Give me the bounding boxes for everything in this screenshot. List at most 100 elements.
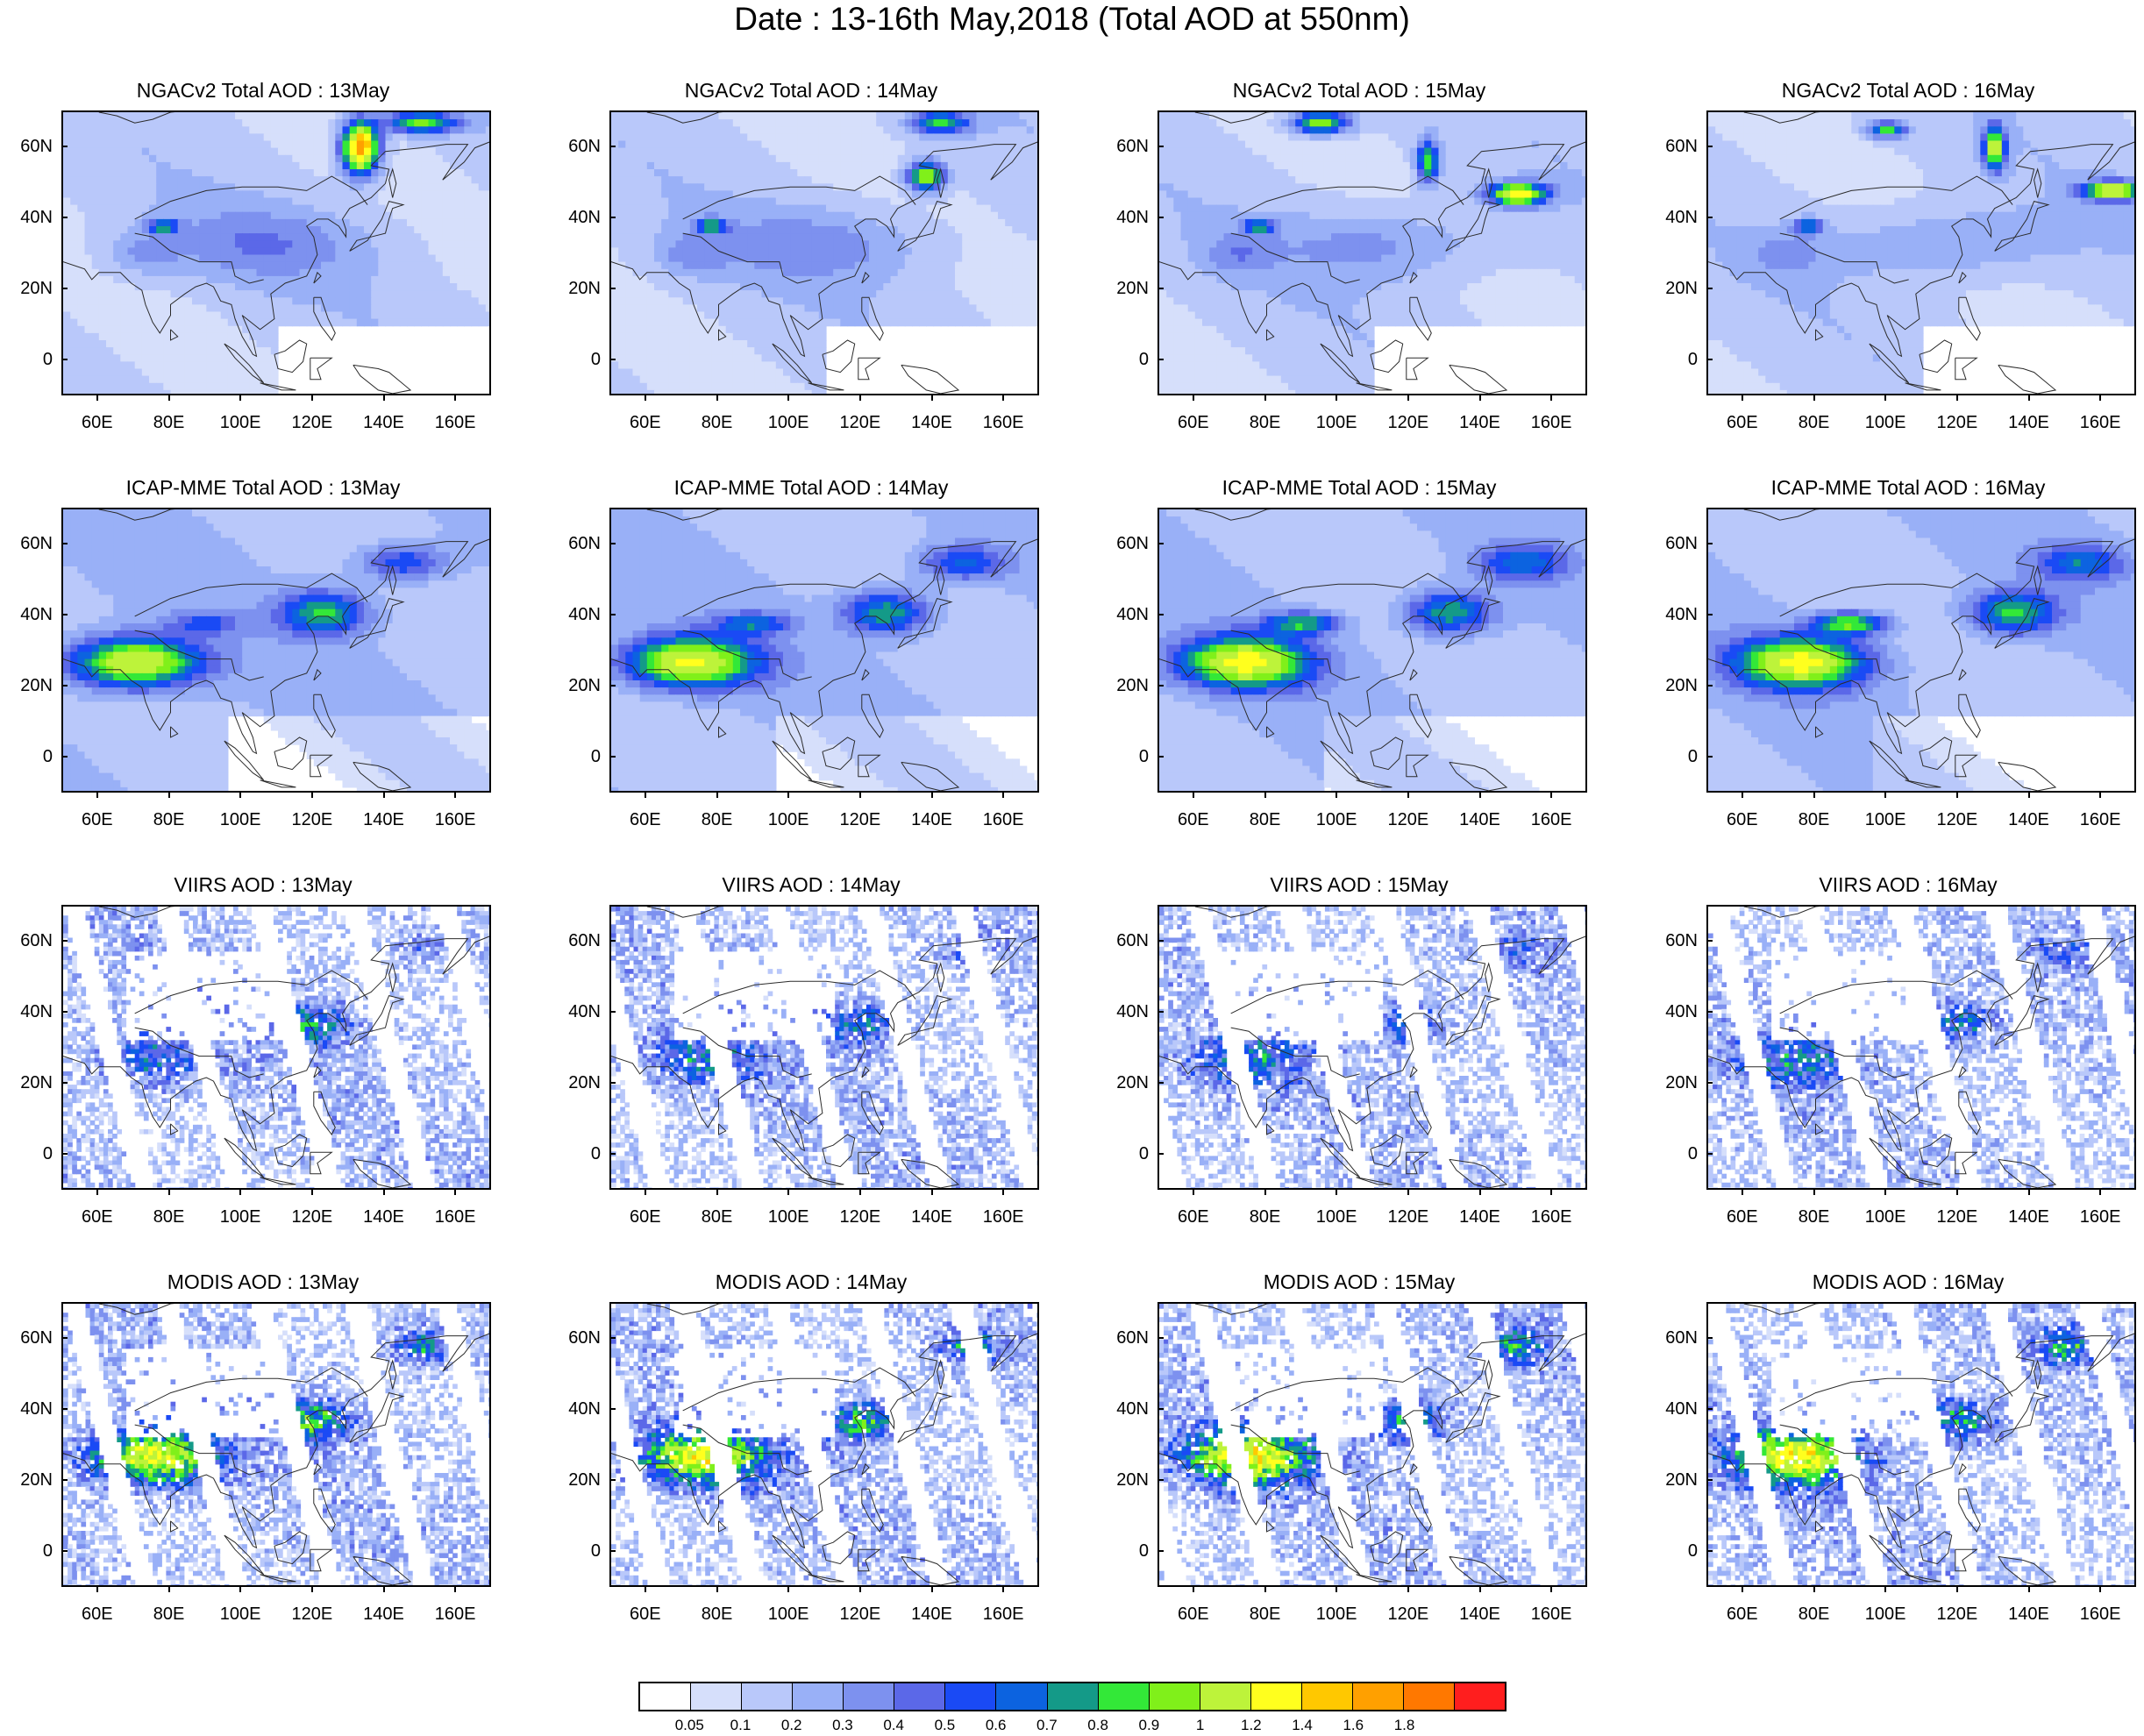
aod-cell xyxy=(407,140,415,149)
aod-cell xyxy=(1524,140,1533,149)
aod-cell xyxy=(407,226,415,234)
aod-cell xyxy=(754,361,763,370)
aod-cell xyxy=(163,218,172,227)
aod-cell xyxy=(711,332,720,341)
aod-cell xyxy=(63,283,71,291)
aod-cell xyxy=(1295,140,1303,149)
aod-cell xyxy=(919,275,927,284)
aod-cell xyxy=(1026,176,1035,184)
aod-cell xyxy=(270,375,279,384)
aod-cell xyxy=(1438,133,1447,142)
aod-cell xyxy=(732,247,741,256)
aod-cell xyxy=(113,354,121,362)
aod-cell xyxy=(256,133,265,142)
aod-cell xyxy=(897,154,906,163)
aod-cell xyxy=(134,154,143,163)
aod-cell xyxy=(725,254,734,263)
aod-cell xyxy=(969,297,978,305)
aod-cell xyxy=(883,218,892,227)
aod-cell xyxy=(192,389,200,394)
aod-cell xyxy=(306,176,315,184)
aod-cell xyxy=(249,126,258,134)
aod-cell xyxy=(897,233,906,241)
aod-cell xyxy=(797,233,806,241)
aod-cell xyxy=(697,112,705,120)
aod-cell xyxy=(1012,161,1021,170)
aod-cell xyxy=(1295,112,1303,120)
aod-cell xyxy=(704,211,712,220)
aod-cell xyxy=(170,183,179,191)
aod-cell xyxy=(1302,176,1311,184)
aod-cell xyxy=(1033,311,1037,320)
aod-cell xyxy=(177,332,186,341)
aod-cell xyxy=(206,161,215,170)
aod-cell xyxy=(1316,133,1325,142)
aod-cell xyxy=(826,176,834,184)
aod-cell xyxy=(969,204,978,213)
lon-tick-label: 60E xyxy=(615,413,676,432)
aod-cell xyxy=(435,311,444,320)
aod-cell xyxy=(120,325,129,334)
aod-cell xyxy=(697,283,705,291)
aod-cell xyxy=(1431,133,1440,142)
aod-cell xyxy=(192,340,200,348)
aod-cell xyxy=(1546,154,1554,163)
aod-cell xyxy=(199,197,207,206)
aod-cell xyxy=(1366,119,1375,127)
aod-cell xyxy=(947,190,956,199)
aod-cell xyxy=(141,161,150,170)
aod-cell xyxy=(63,382,71,391)
aod-cell xyxy=(768,389,777,394)
aod-cell xyxy=(421,190,430,199)
aod-cell xyxy=(385,268,394,277)
aod-cell xyxy=(969,161,978,170)
aod-cell xyxy=(632,133,641,142)
aod-cell xyxy=(611,247,619,256)
aod-cell xyxy=(947,247,956,256)
coastline xyxy=(772,343,813,384)
aod-cell xyxy=(983,311,992,320)
aod-cell xyxy=(213,154,222,163)
aod-cell xyxy=(682,254,691,263)
aod-cell xyxy=(740,275,748,284)
aod-cell xyxy=(1553,112,1561,120)
aod-cell xyxy=(840,147,849,156)
aod-cell xyxy=(890,161,899,170)
aod-cell xyxy=(689,361,698,370)
aod-cell xyxy=(421,297,430,305)
aod-cell xyxy=(747,190,755,199)
aod-cell xyxy=(385,126,394,134)
aod-cell xyxy=(926,176,935,184)
aod-cell xyxy=(998,112,1006,120)
aod-cell xyxy=(625,361,634,370)
aod-cell xyxy=(983,240,992,248)
aod-cell xyxy=(184,147,193,156)
aod-cell xyxy=(242,304,250,313)
aod-cell xyxy=(91,311,100,320)
aod-cell xyxy=(790,318,798,327)
aod-cell xyxy=(407,240,415,248)
aod-cell xyxy=(220,304,229,313)
aod-cell xyxy=(732,268,741,277)
aod-cell xyxy=(127,275,136,284)
aod-cell xyxy=(682,119,691,127)
aod-cell xyxy=(235,233,243,241)
aod-cell xyxy=(797,112,806,120)
aod-cell xyxy=(1345,190,1354,199)
aod-cell xyxy=(450,119,458,127)
aod-cell xyxy=(378,140,387,149)
aod-cell xyxy=(127,154,136,163)
aod-cell xyxy=(639,169,648,177)
aod-cell xyxy=(299,311,308,320)
aod-cell xyxy=(926,297,935,305)
aod-cell xyxy=(1524,126,1533,134)
aod-cell xyxy=(113,154,121,163)
aod-cell xyxy=(206,140,215,149)
aod-cell xyxy=(450,112,458,120)
aod-cell xyxy=(378,197,387,206)
aod-cell xyxy=(869,183,877,191)
aod-cell xyxy=(457,197,465,206)
aod-cell xyxy=(98,211,107,220)
aod-cell xyxy=(1230,169,1239,177)
aod-cell xyxy=(1187,154,1196,163)
